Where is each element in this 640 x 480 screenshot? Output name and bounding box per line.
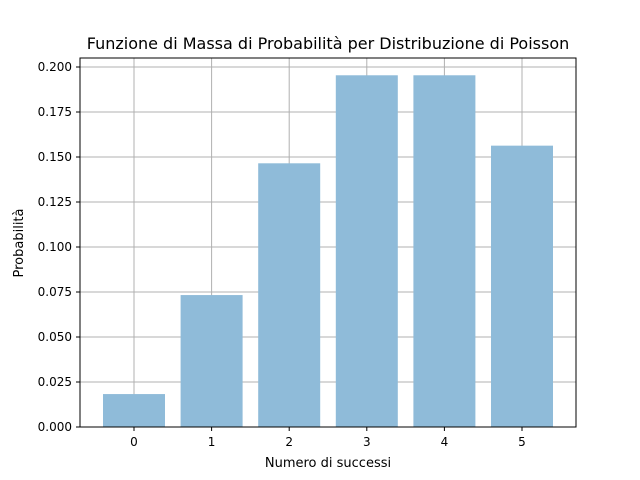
bar-0 bbox=[103, 394, 165, 427]
x-axis-label: Numero di successi bbox=[265, 456, 391, 471]
x-tick-label: 2 bbox=[285, 435, 293, 449]
x-tick-label: 0 bbox=[130, 435, 138, 449]
x-tick-label: 3 bbox=[363, 435, 371, 449]
y-axis-label: Probabilità bbox=[12, 209, 27, 278]
y-tick-label: 0.200 bbox=[38, 60, 72, 74]
bars bbox=[103, 75, 553, 428]
y-tick-label: 0.100 bbox=[38, 240, 72, 254]
x-tick-label: 1 bbox=[208, 435, 216, 449]
bar-2 bbox=[258, 163, 321, 428]
y-tick-label: 0.050 bbox=[38, 330, 72, 344]
y-tick-label: 0.000 bbox=[38, 420, 72, 434]
y-tick-label: 0.025 bbox=[38, 375, 72, 389]
x-tick-label: 5 bbox=[518, 435, 526, 449]
y-tick-label: 0.175 bbox=[38, 105, 72, 119]
ticks: 0.000 0.025 0.050 0.075 0.100 0.125 0.150 0.175… bbox=[38, 60, 526, 449]
plot-frame bbox=[79, 57, 577, 428]
y-tick-label: 0.150 bbox=[38, 150, 72, 164]
bar-4 bbox=[413, 75, 476, 427]
y-tick-label: 0.075 bbox=[38, 285, 72, 299]
bar-3 bbox=[335, 75, 398, 427]
chart-title: Funzione di Massa di Probabilità per Dis… bbox=[87, 34, 570, 53]
y-tick-label: 0.125 bbox=[38, 195, 72, 209]
bar-5 bbox=[491, 145, 553, 427]
bar-1 bbox=[180, 295, 243, 427]
x-tick-label: 4 bbox=[441, 435, 449, 449]
